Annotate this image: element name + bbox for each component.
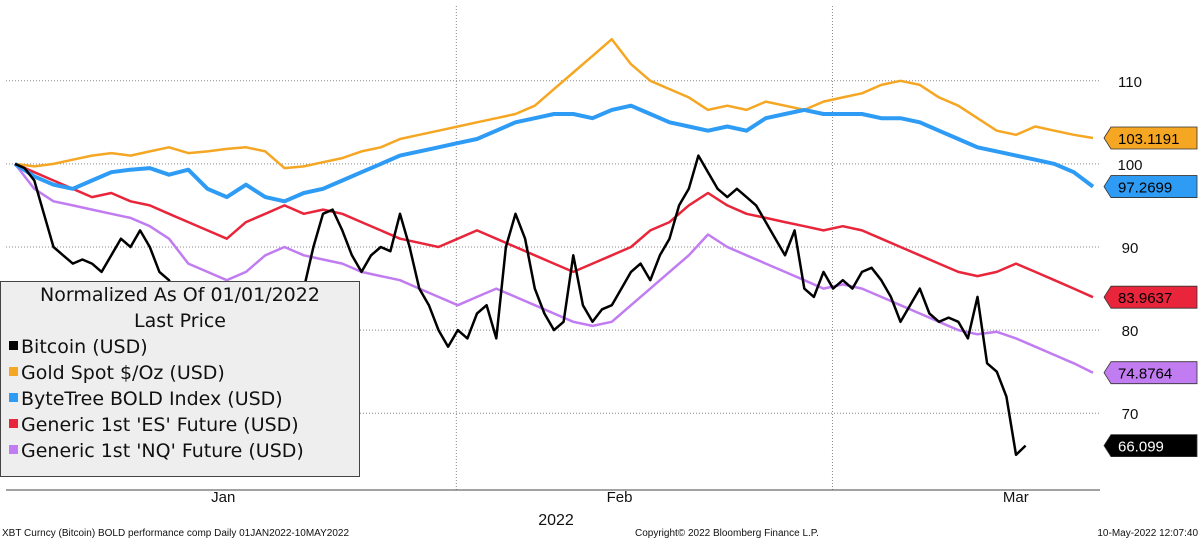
footer-timestamp: 10-May-2022 12:07:40 bbox=[1097, 528, 1198, 539]
x-tick-label: Jan bbox=[211, 489, 235, 506]
legend-item: Gold Spot $/Oz (USD) bbox=[1, 360, 359, 386]
legend-swatch bbox=[9, 393, 18, 402]
legend-title: Normalized As Of 01/01/2022 bbox=[40, 284, 320, 306]
last-value-text: 74.8764 bbox=[1118, 366, 1172, 383]
last-value-tag-2: 97.2699 bbox=[1103, 175, 1198, 198]
legend-item: Generic 1st 'ES' Future (USD) bbox=[1, 412, 359, 438]
legend-swatch bbox=[9, 367, 18, 376]
last-value-text: 97.2699 bbox=[1118, 180, 1172, 197]
series-line-3 bbox=[14, 162, 1094, 299]
x-axis-label: 2022 bbox=[538, 512, 574, 529]
y-tick-label: 70 bbox=[1122, 406, 1139, 423]
legend-label: ByteTree BOLD Index (USD) bbox=[21, 388, 283, 410]
last-value-text: 83.9637 bbox=[1118, 290, 1172, 307]
y-tick-label: 100 bbox=[1117, 157, 1142, 174]
legend-item: Generic 1st 'NQ' Future (USD) bbox=[1, 438, 359, 464]
legend-item: Bitcoin (USD) bbox=[1, 334, 359, 360]
legend-swatch bbox=[9, 419, 18, 428]
y-tick-label: 110 bbox=[1118, 74, 1142, 91]
x-tick-label: Feb bbox=[607, 489, 633, 506]
footer-copyright: Copyright© 2022 Bloomberg Finance L.P. bbox=[635, 528, 819, 539]
y-tick-label: 80 bbox=[1122, 323, 1139, 340]
legend-subtitle: Last Price bbox=[134, 310, 226, 332]
series-line-1 bbox=[14, 37, 1094, 170]
last-value-tag-4: 74.8764 bbox=[1103, 361, 1198, 385]
legend-label: Generic 1st 'ES' Future (USD) bbox=[21, 414, 299, 436]
last-value-text: 66.099 bbox=[1118, 439, 1164, 456]
footer-left: XBT Curncy (Bitcoin) BOLD performance co… bbox=[2, 528, 350, 539]
last-value-tag-3: 83.9637 bbox=[1103, 285, 1198, 309]
legend-item: ByteTree BOLD Index (USD) bbox=[1, 386, 359, 412]
last-value-tag-1: 103.1191 bbox=[1103, 126, 1198, 150]
series-line-4 bbox=[14, 163, 1094, 374]
legend-swatch bbox=[9, 341, 18, 350]
series-line-2 bbox=[13, 103, 1095, 204]
last-value-text: 103.1191 bbox=[1118, 131, 1179, 148]
x-tick-label: Mar bbox=[1003, 489, 1029, 506]
legend-swatch bbox=[9, 445, 18, 454]
legend-label: Bitcoin (USD) bbox=[21, 336, 148, 358]
y-tick-label: 90 bbox=[1122, 240, 1139, 257]
legend-label: Gold Spot $/Oz (USD) bbox=[21, 362, 225, 384]
chart-legend: Normalized As Of 01/01/2022 Last Price B… bbox=[0, 281, 360, 477]
last-value-tag-0: 66.099 bbox=[1103, 434, 1198, 458]
legend-label: Generic 1st 'NQ' Future (USD) bbox=[21, 440, 304, 462]
